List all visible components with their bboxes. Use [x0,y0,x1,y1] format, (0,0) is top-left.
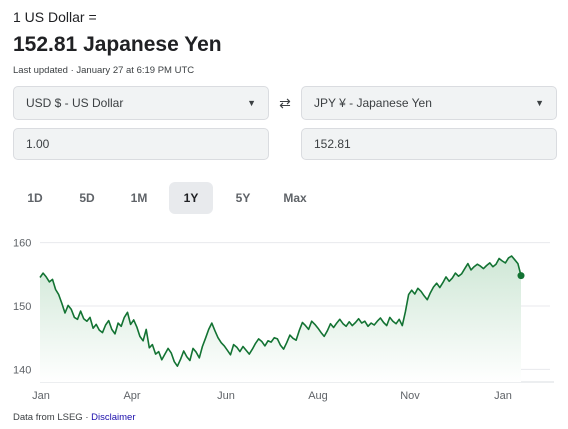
from-currency-value: USD $ - US Dollar [26,96,124,110]
data-source-text: Data from LSEG · [13,412,89,423]
caret-down-icon: ▼ [247,98,256,108]
range-tab-1y[interactable]: 1Y [169,182,213,214]
y-tick-label: 140 [13,364,31,376]
x-tick-label: Nov [400,390,420,402]
disclaimer-link[interactable]: Disclaimer [91,412,136,423]
y-tick-label: 160 [13,238,31,250]
current-value-point [517,272,525,280]
range-tab-max[interactable]: Max [283,191,307,205]
range-tab-1d[interactable]: 1D [27,191,43,205]
x-tick-label: Jan [494,390,512,402]
y-tick-label: 150 [13,301,31,313]
from-currency-select[interactable]: USD $ - US Dollar ▼ [13,86,269,120]
range-tabs: 1D 5D 1M 1Y 5Y Max [13,182,325,214]
to-amount-input[interactable]: 152.81 [301,128,557,160]
last-updated-text: Last updated · January 27 at 6:19 PM UTC [13,65,195,76]
range-tab-5d[interactable]: 5D [79,191,95,205]
x-tick-label: Apr [123,390,140,402]
to-currency-select[interactable]: JPY ¥ - Japanese Yen ▼ [301,86,557,120]
series-line [39,255,522,367]
from-amount-input[interactable]: 1.00 [13,128,269,160]
series-area [40,256,521,382]
x-tick-label: Jan [32,390,50,402]
swap-icon[interactable]: ⇄ [279,95,291,111]
to-currency-value: JPY ¥ - Japanese Yen [314,96,432,110]
footer-attribution: Data from LSEG · Disclaimer [13,412,135,423]
from-currency-line: 1 US Dollar = [13,9,97,25]
range-tab-5y[interactable]: 5Y [235,191,251,205]
converted-rate-heading: 152.81 Japanese Yen [13,33,222,56]
caret-down-icon: ▼ [535,98,544,108]
x-tick-label: Aug [308,390,328,402]
exchange-rate-chart: 160 150 140 Jan Apr Jun Aug Nov Jan [13,238,554,402]
range-tab-1m[interactable]: 1M [130,191,148,205]
x-tick-label: Jun [217,390,235,402]
